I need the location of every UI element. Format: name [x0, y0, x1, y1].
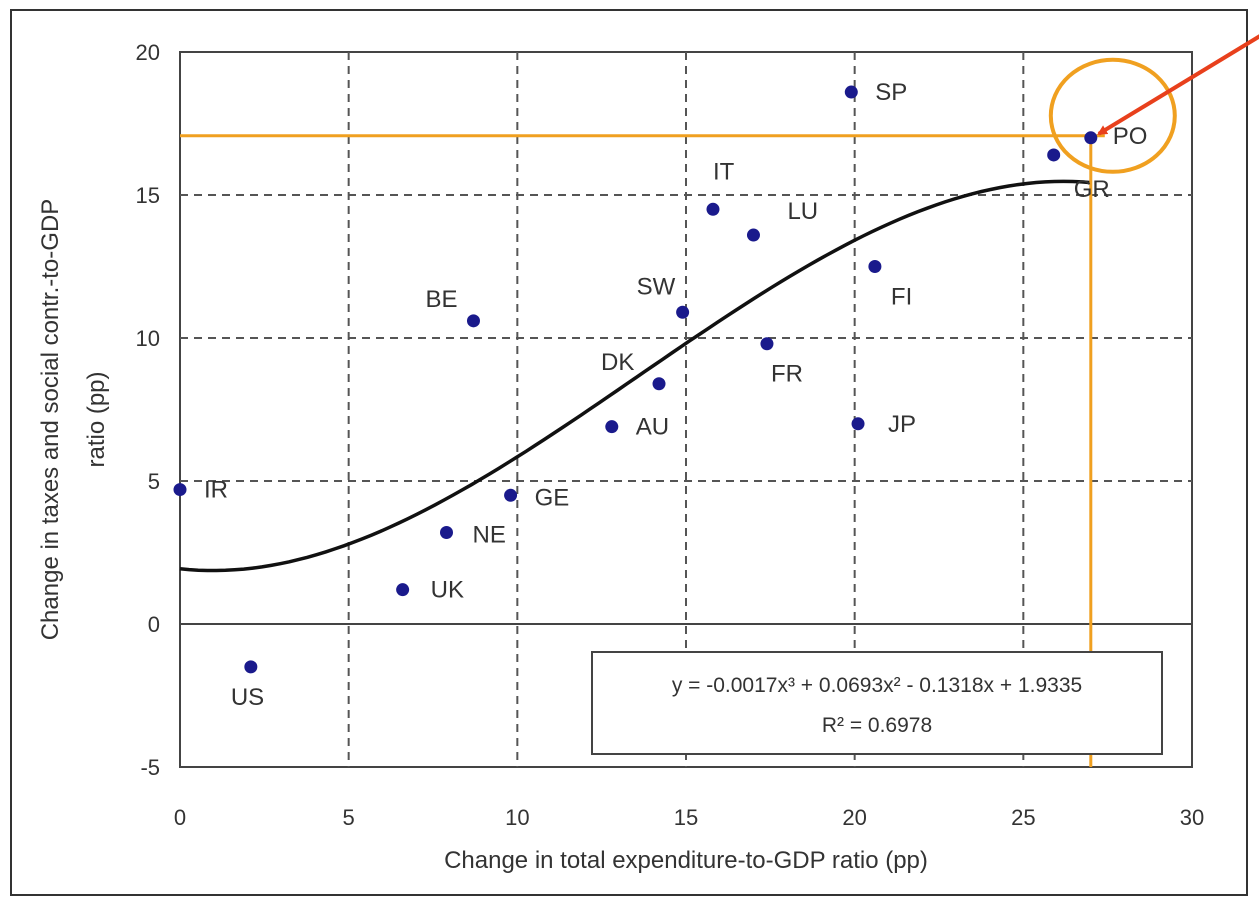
trendline — [179, 179, 1091, 573]
point-label-fi: FI — [891, 284, 912, 311]
equation-box: y = -0.0017x³ + 0.0693x² - 0.1318x + 1.9… — [591, 651, 1163, 755]
r-squared: R² = 0.6978 — [822, 714, 932, 737]
point-label-sp: SP — [875, 79, 907, 106]
point-label-uk: UK — [431, 577, 464, 604]
x-tick-label: 10 — [505, 805, 529, 830]
data-point-sw — [676, 305, 690, 319]
point-label-jp: JP — [888, 411, 916, 438]
trend-equation: y = -0.0017x³ + 0.0693x² - 0.1318x + 1.9… — [672, 674, 1082, 697]
data-point-dk — [652, 377, 666, 391]
equation-box-border — [591, 651, 1163, 755]
point-label-ir: IR — [204, 477, 228, 504]
data-point-sp — [844, 85, 858, 99]
point-label-fr: FR — [771, 361, 803, 388]
axis-labels: Change in total expenditure-to-GDP ratio… — [37, 199, 928, 874]
data-point-it — [706, 202, 720, 216]
point-label-sw: SW — [637, 273, 676, 300]
data-point-fr — [760, 337, 774, 351]
x-tick-label: 0 — [174, 805, 186, 830]
tick-labels: 0 5 10 15 20 25 30 -5 0 5 10 15 20 — [136, 40, 1205, 830]
y-axis-label-line1: Change in taxes and social contr.-to-GDP — [37, 199, 64, 641]
x-tick-label: 25 — [1011, 805, 1035, 830]
x-tick-label: 5 — [343, 805, 355, 830]
point-label-dk: DK — [601, 349, 634, 376]
data-point-fi — [868, 260, 882, 273]
highlight-arrow — [1097, 34, 1259, 136]
point-label-au: AU — [636, 414, 669, 441]
gridlines — [180, 52, 1192, 767]
data-point-ne — [439, 525, 453, 539]
point-label-ne: NE — [472, 521, 505, 548]
data-point-ir — [173, 483, 187, 497]
point-label-ge: GE — [535, 484, 570, 511]
data-point-uk — [396, 583, 410, 597]
data-point-au — [605, 420, 619, 434]
data-point-jp — [851, 417, 865, 431]
y-tick-label: 5 — [148, 469, 160, 494]
point-label-it: IT — [713, 158, 735, 185]
data-point-ge — [504, 488, 518, 502]
y-tick-label: 10 — [136, 326, 160, 351]
y-tick-label: 20 — [136, 40, 160, 65]
point-label-gr: GR — [1074, 176, 1110, 203]
y-axis-label-line2: ratio (pp) — [83, 371, 110, 467]
data-point-po — [1084, 131, 1098, 145]
highlight-circle — [1048, 57, 1177, 174]
y-tick-label: 15 — [136, 183, 160, 208]
trendline-group — [179, 179, 1091, 573]
point-label-be: BE — [425, 286, 457, 313]
x-tick-label: 20 — [842, 805, 866, 830]
x-tick-label: 30 — [1180, 805, 1204, 830]
data-point-lu — [746, 228, 760, 242]
data-point-us — [244, 660, 258, 674]
point-label-lu: LU — [787, 198, 818, 225]
x-tick-label: 15 — [674, 805, 698, 830]
x-axis-label: Change in total expenditure-to-GDP ratio… — [444, 847, 928, 874]
point-label-po: PO — [1113, 123, 1148, 150]
data-point-be — [466, 314, 480, 328]
y-tick-label: 0 — [148, 612, 160, 637]
y-tick-label: -5 — [140, 755, 160, 780]
data-point-gr — [1047, 148, 1061, 162]
point-label-us: US — [231, 684, 264, 711]
